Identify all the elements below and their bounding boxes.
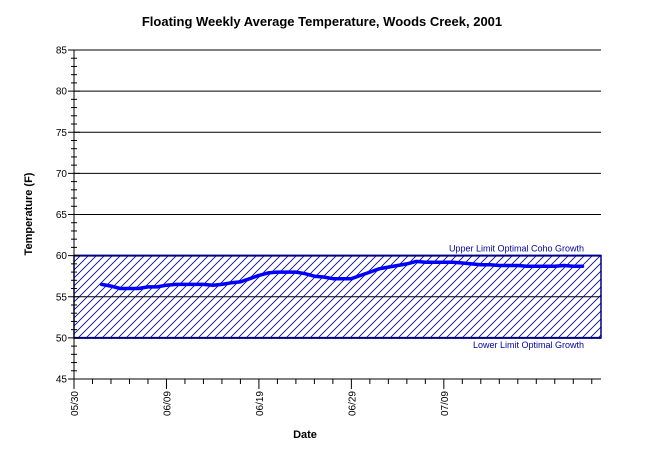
data-point bbox=[332, 277, 334, 280]
data-point bbox=[304, 272, 306, 275]
data-point bbox=[285, 271, 288, 273]
data-point bbox=[572, 265, 575, 268]
data-point bbox=[119, 287, 122, 290]
data-point bbox=[526, 265, 528, 268]
data-point bbox=[433, 261, 436, 264]
x-axis-label: Date bbox=[293, 429, 317, 441]
data-point bbox=[174, 283, 177, 286]
data-point bbox=[322, 276, 325, 278]
data-point bbox=[267, 272, 269, 274]
data-point bbox=[313, 275, 316, 277]
lower-limit-label: Lower Limit Optimal Growth bbox=[473, 340, 584, 350]
data-point bbox=[553, 265, 556, 268]
data-point bbox=[276, 271, 279, 273]
y-tick-label: 45 bbox=[56, 375, 68, 386]
optimal-growth-band bbox=[73, 254, 602, 339]
y-tick-label: 70 bbox=[56, 169, 68, 180]
data-point bbox=[184, 283, 186, 286]
data-point bbox=[137, 287, 140, 290]
data-point bbox=[202, 283, 205, 286]
x-tick-label: 05/30 bbox=[70, 391, 81, 416]
y-tick-label: 80 bbox=[56, 87, 68, 98]
data-point bbox=[165, 284, 168, 287]
data-point bbox=[489, 263, 491, 266]
x-tick-label: 06/09 bbox=[162, 391, 173, 416]
data-point bbox=[128, 287, 131, 290]
data-point bbox=[406, 263, 408, 265]
y-tick-label: 65 bbox=[56, 210, 68, 221]
temperature-series bbox=[99, 259, 585, 291]
data-point bbox=[452, 261, 454, 264]
data-point bbox=[396, 264, 399, 267]
data-point bbox=[239, 281, 242, 283]
band-hatch bbox=[73, 254, 602, 339]
data-point bbox=[507, 264, 510, 267]
data-point bbox=[341, 277, 343, 280]
data-point bbox=[100, 283, 103, 286]
y-tick-label: 75 bbox=[56, 128, 68, 139]
data-point bbox=[544, 265, 547, 268]
data-point bbox=[461, 262, 464, 264]
data-point bbox=[350, 277, 353, 280]
x-tick-label: 06/19 bbox=[255, 391, 266, 416]
y-tick-label: 50 bbox=[56, 333, 68, 344]
data-point bbox=[387, 266, 390, 268]
data-point bbox=[193, 283, 195, 286]
x-axis-ticks: 05/30 06/09 06/19 06/29 07/09 bbox=[70, 379, 593, 416]
y-tick-label: 85 bbox=[56, 46, 68, 57]
data-point bbox=[470, 263, 473, 265]
x-tick-label: 06/29 bbox=[347, 391, 358, 416]
chart-title: Floating Weekly Average Temperature, Woo… bbox=[142, 14, 502, 29]
data-point bbox=[480, 263, 482, 266]
y-tick-label: 55 bbox=[56, 292, 68, 303]
upper-limit-label: Upper Limit Optimal Coho Growth bbox=[449, 244, 584, 254]
data-point bbox=[110, 285, 112, 287]
data-point bbox=[147, 286, 149, 288]
data-point bbox=[563, 264, 565, 267]
data-point bbox=[359, 274, 362, 277]
data-point bbox=[498, 264, 501, 267]
data-point bbox=[248, 277, 251, 280]
data-point bbox=[369, 271, 371, 273]
data-point bbox=[258, 274, 260, 277]
data-point bbox=[378, 267, 380, 270]
data-point bbox=[295, 271, 297, 273]
data-point bbox=[211, 284, 214, 287]
y-axis-label: Temperature (F) bbox=[23, 172, 35, 255]
data-point bbox=[221, 283, 223, 286]
data-point bbox=[535, 265, 538, 268]
data-point bbox=[230, 281, 232, 284]
x-tick-label: 07/09 bbox=[440, 391, 451, 416]
data-point bbox=[443, 261, 445, 264]
data-point bbox=[415, 260, 417, 263]
data-point bbox=[424, 261, 427, 264]
data-point bbox=[156, 286, 159, 288]
data-point bbox=[581, 265, 584, 268]
y-tick-label: 60 bbox=[56, 251, 68, 262]
data-point bbox=[516, 264, 519, 267]
